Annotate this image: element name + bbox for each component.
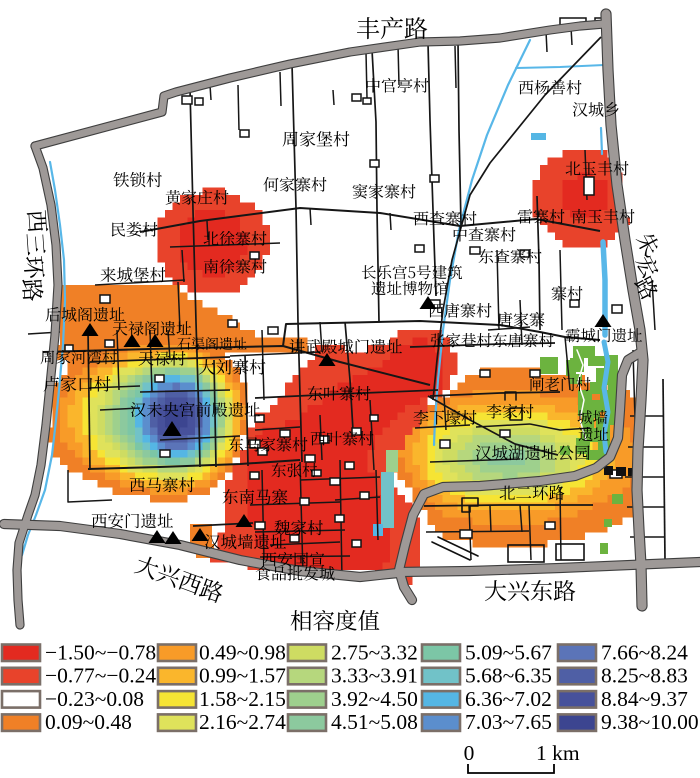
svg-text:−1.50~−0.78: −1.50~−0.78	[45, 640, 156, 664]
svg-text:9.38~10.00: 9.38~10.00	[601, 710, 699, 734]
svg-text:3.92~4.50: 3.92~4.50	[331, 687, 418, 711]
svg-text:−0.77~−0.24: −0.77~−0.24	[45, 664, 156, 688]
svg-text:4.51~5.08: 4.51~5.08	[331, 710, 418, 734]
svg-text:1 km: 1 km	[536, 741, 580, 765]
svg-text:2.75~3.32: 2.75~3.32	[331, 640, 418, 664]
svg-text:0: 0	[464, 741, 475, 765]
svg-text:5.09~5.67: 5.09~5.67	[465, 640, 552, 664]
svg-text:7.03~7.65: 7.03~7.65	[465, 710, 552, 734]
svg-text:6.36~7.02: 6.36~7.02	[465, 687, 552, 711]
svg-text:3.33~3.91: 3.33~3.91	[331, 664, 418, 688]
svg-text:1.58~2.15: 1.58~2.15	[199, 687, 286, 711]
svg-text:8.25~8.83: 8.25~8.83	[601, 664, 688, 688]
svg-text:2.16~2.74: 2.16~2.74	[199, 710, 286, 734]
svg-text:5.68~6.35: 5.68~6.35	[465, 664, 552, 688]
svg-text:0.99~1.57: 0.99~1.57	[199, 664, 286, 688]
svg-text:8.84~9.37: 8.84~9.37	[601, 687, 688, 711]
svg-text:0.09~0.48: 0.09~0.48	[45, 710, 132, 734]
svg-text:−0.23~0.08: −0.23~0.08	[45, 687, 144, 711]
svg-text:7.66~8.24: 7.66~8.24	[601, 640, 688, 664]
svg-text:0.49~0.98: 0.49~0.98	[199, 640, 286, 664]
